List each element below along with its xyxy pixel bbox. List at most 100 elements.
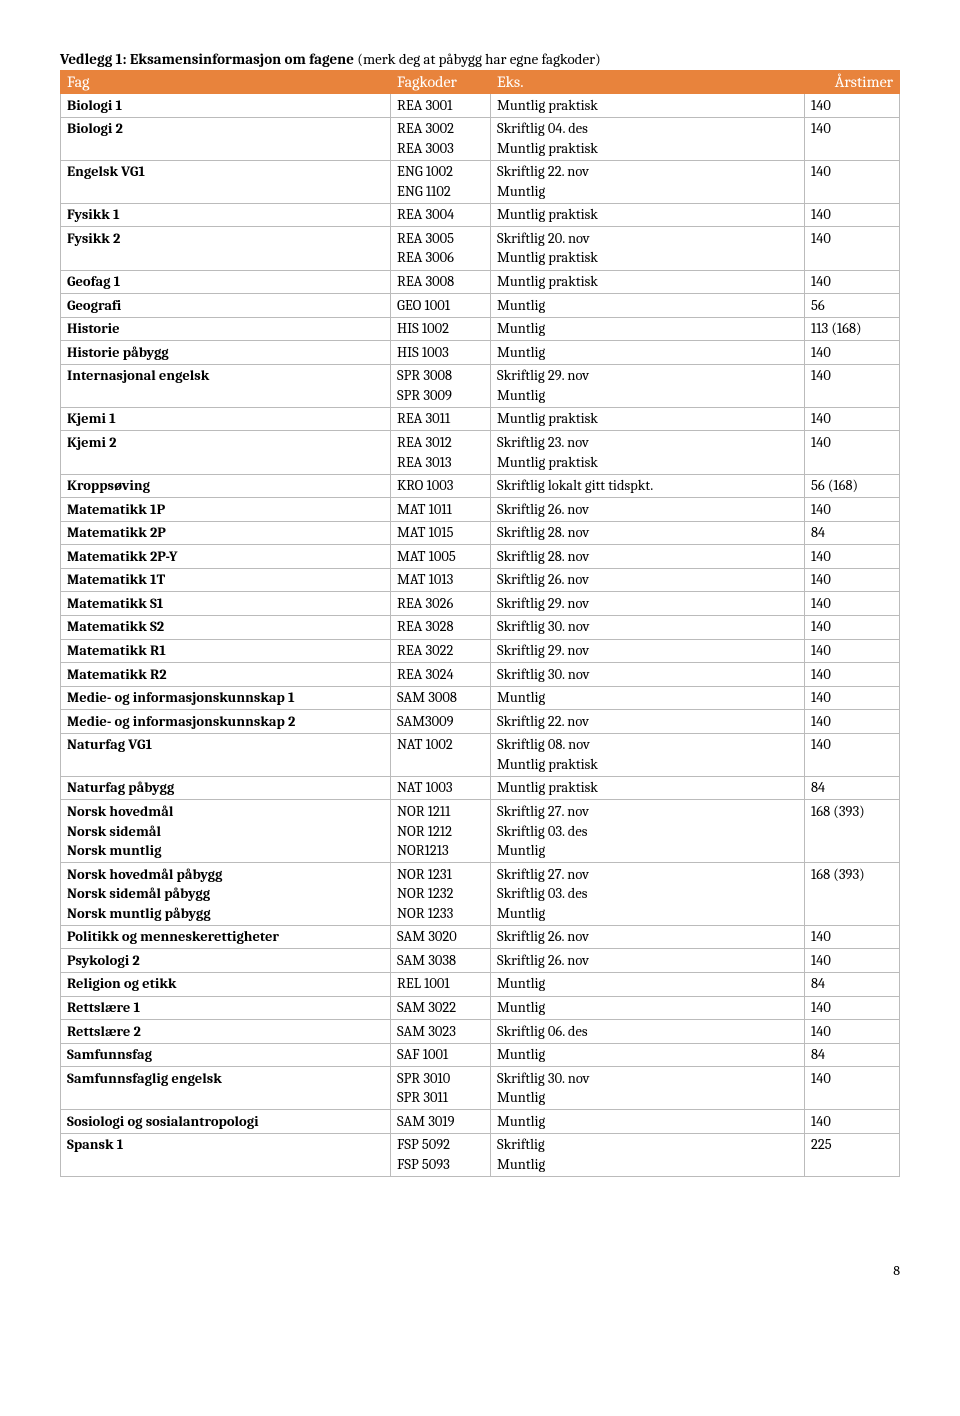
cell-fag: Matematikk 1P	[61, 498, 391, 522]
cell-arstimer: 140	[805, 639, 900, 663]
title-main: Vedlegg 1: Eksamensinformasjon om fagene	[60, 50, 354, 68]
cell-fag: Internasjonal engelsk	[61, 364, 391, 407]
col-eks: Eks.	[491, 71, 805, 94]
cell-fagkoder: REA 3002REA 3003	[391, 117, 491, 160]
cell-fagkoder: MAT 1011	[391, 498, 491, 522]
cell-eks: Skriftlig 30. nov	[491, 663, 805, 687]
cell-fag: Rettslære 2	[61, 1020, 391, 1044]
cell-arstimer: 168 (393)	[805, 863, 900, 926]
cell-arstimer: 140	[805, 117, 900, 160]
table-row: Fysikk 1REA 3004Muntlig praktisk140	[61, 203, 900, 227]
cell-arstimer: 140	[805, 615, 900, 639]
cell-fagkoder: SAF 1001	[391, 1043, 491, 1067]
cell-fag: Sosiologi og sosialantropologi	[61, 1110, 391, 1134]
cell-fagkoder: MAT 1015	[391, 521, 491, 545]
cell-eks: Skriftlig 29. novMuntlig	[491, 364, 805, 407]
cell-fag: Fysikk 1	[61, 203, 391, 227]
table-row: Geofag 1REA 3008Muntlig praktisk140	[61, 270, 900, 294]
table-row: Matematikk 1TMAT 1013Skriftlig 26. nov14…	[61, 568, 900, 592]
cell-eks: Muntlig praktisk	[491, 203, 805, 227]
cell-arstimer: 84	[805, 776, 900, 800]
cell-fag: Biologi 1	[61, 94, 391, 118]
cell-fag: Politikk og menneskerettigheter	[61, 925, 391, 949]
cell-arstimer: 168 (393)	[805, 800, 900, 863]
cell-fagkoder: MAT 1013	[391, 568, 491, 592]
cell-fagkoder: NAT 1003	[391, 776, 491, 800]
cell-fagkoder: ENG 1002ENG 1102	[391, 160, 491, 203]
cell-eks: Muntlig praktisk	[491, 270, 805, 294]
cell-fagkoder: SAM 3008	[391, 686, 491, 710]
cell-eks: Muntlig	[491, 294, 805, 318]
table-row: Biologi 1REA 3001Muntlig praktisk140	[61, 94, 900, 118]
title-note: (merk deg at påbygg har egne fagkoder)	[354, 50, 601, 68]
cell-arstimer: 225	[805, 1133, 900, 1176]
table-row: Rettslære 1SAM 3022Muntlig140	[61, 996, 900, 1020]
cell-eks: Muntlig	[491, 686, 805, 710]
table-row: Engelsk VG1ENG 1002ENG 1102Skriftlig 22.…	[61, 160, 900, 203]
cell-arstimer: 140	[805, 925, 900, 949]
cell-arstimer: 84	[805, 972, 900, 996]
cell-arstimer: 56	[805, 294, 900, 318]
cell-fag: Engelsk VG1	[61, 160, 391, 203]
cell-fag: Biologi 2	[61, 117, 391, 160]
cell-arstimer: 140	[805, 733, 900, 776]
table-row: Historie påbyggHIS 1003Muntlig140	[61, 341, 900, 365]
cell-fag: Psykologi 2	[61, 949, 391, 973]
cell-eks: Skriftlig 22. novMuntlig	[491, 160, 805, 203]
table-row: Sosiologi og sosialantropologiSAM 3019Mu…	[61, 1110, 900, 1134]
cell-eks: Skriftlig 26. nov	[491, 949, 805, 973]
cell-fag: Historie påbygg	[61, 341, 391, 365]
cell-eks: Skriftlig 26. nov	[491, 568, 805, 592]
cell-fag: Geografi	[61, 294, 391, 318]
cell-eks: SkriftligMuntlig	[491, 1133, 805, 1176]
table-row: Biologi 2REA 3002REA 3003Skriftlig 04. d…	[61, 117, 900, 160]
cell-arstimer: 56 (168)	[805, 474, 900, 498]
cell-fagkoder: NOR 1211NOR 1212NOR1213	[391, 800, 491, 863]
cell-fag: Naturfag VG1	[61, 733, 391, 776]
cell-arstimer: 140	[805, 498, 900, 522]
cell-fagkoder: REA 3004	[391, 203, 491, 227]
cell-fag: Religion og etikk	[61, 972, 391, 996]
table-row: Politikk og menneskerettigheterSAM 3020S…	[61, 925, 900, 949]
cell-fag: Medie- og informasjonskunnskap 1	[61, 686, 391, 710]
cell-arstimer: 84	[805, 521, 900, 545]
cell-eks: Skriftlig 27. novSkriftlig 03. desMuntli…	[491, 863, 805, 926]
cell-fagkoder: REA 3005REA 3006	[391, 227, 491, 270]
cell-fag: Matematikk S1	[61, 592, 391, 616]
cell-fagkoder: SAM 3023	[391, 1020, 491, 1044]
cell-fag: Matematikk R1	[61, 639, 391, 663]
cell-arstimer: 84	[805, 1043, 900, 1067]
cell-fagkoder: SAM3009	[391, 710, 491, 734]
cell-arstimer: 140	[805, 592, 900, 616]
cell-arstimer: 140	[805, 545, 900, 569]
table-row: GeografiGEO 1001Muntlig56	[61, 294, 900, 318]
cell-eks: Skriftlig 30. nov	[491, 615, 805, 639]
table-row: Matematikk 2PMAT 1015Skriftlig 28. nov84	[61, 521, 900, 545]
col-fagkoder: Fagkoder	[391, 71, 491, 94]
cell-fagkoder: REA 3001	[391, 94, 491, 118]
cell-eks: Skriftlig 30. novMuntlig	[491, 1067, 805, 1110]
cell-eks: Muntlig	[491, 996, 805, 1020]
table-row: HistorieHIS 1002Muntlig113 (168)	[61, 317, 900, 341]
cell-fag: Samfunnsfaglig engelsk	[61, 1067, 391, 1110]
cell-fag: Matematikk R2	[61, 663, 391, 687]
table-row: Kjemi 1REA 3011Muntlig praktisk140	[61, 407, 900, 431]
cell-eks: Skriftlig 23. novMuntlig praktisk	[491, 431, 805, 474]
cell-fag: Matematikk 1T	[61, 568, 391, 592]
cell-arstimer: 140	[805, 407, 900, 431]
cell-eks: Skriftlig 26. nov	[491, 925, 805, 949]
cell-fagkoder: SAM 3019	[391, 1110, 491, 1134]
cell-fag: Spansk 1	[61, 1133, 391, 1176]
cell-fag: Medie- og informasjonskunnskap 2	[61, 710, 391, 734]
page-title: Vedlegg 1: Eksamensinformasjon om fagene…	[60, 50, 900, 68]
cell-fag: Historie	[61, 317, 391, 341]
cell-arstimer: 140	[805, 270, 900, 294]
table-row: Religion og etikkREL 1001Muntlig84	[61, 972, 900, 996]
table-row: SamfunnsfagSAF 1001Muntlig84	[61, 1043, 900, 1067]
table-row: Rettslære 2SAM 3023Skriftlig 06. des140	[61, 1020, 900, 1044]
cell-eks: Muntlig	[491, 341, 805, 365]
col-fag: Fag	[61, 71, 391, 94]
cell-eks: Skriftlig 29. nov	[491, 592, 805, 616]
cell-eks: Skriftlig 28. nov	[491, 545, 805, 569]
cell-fagkoder: REA 3028	[391, 615, 491, 639]
